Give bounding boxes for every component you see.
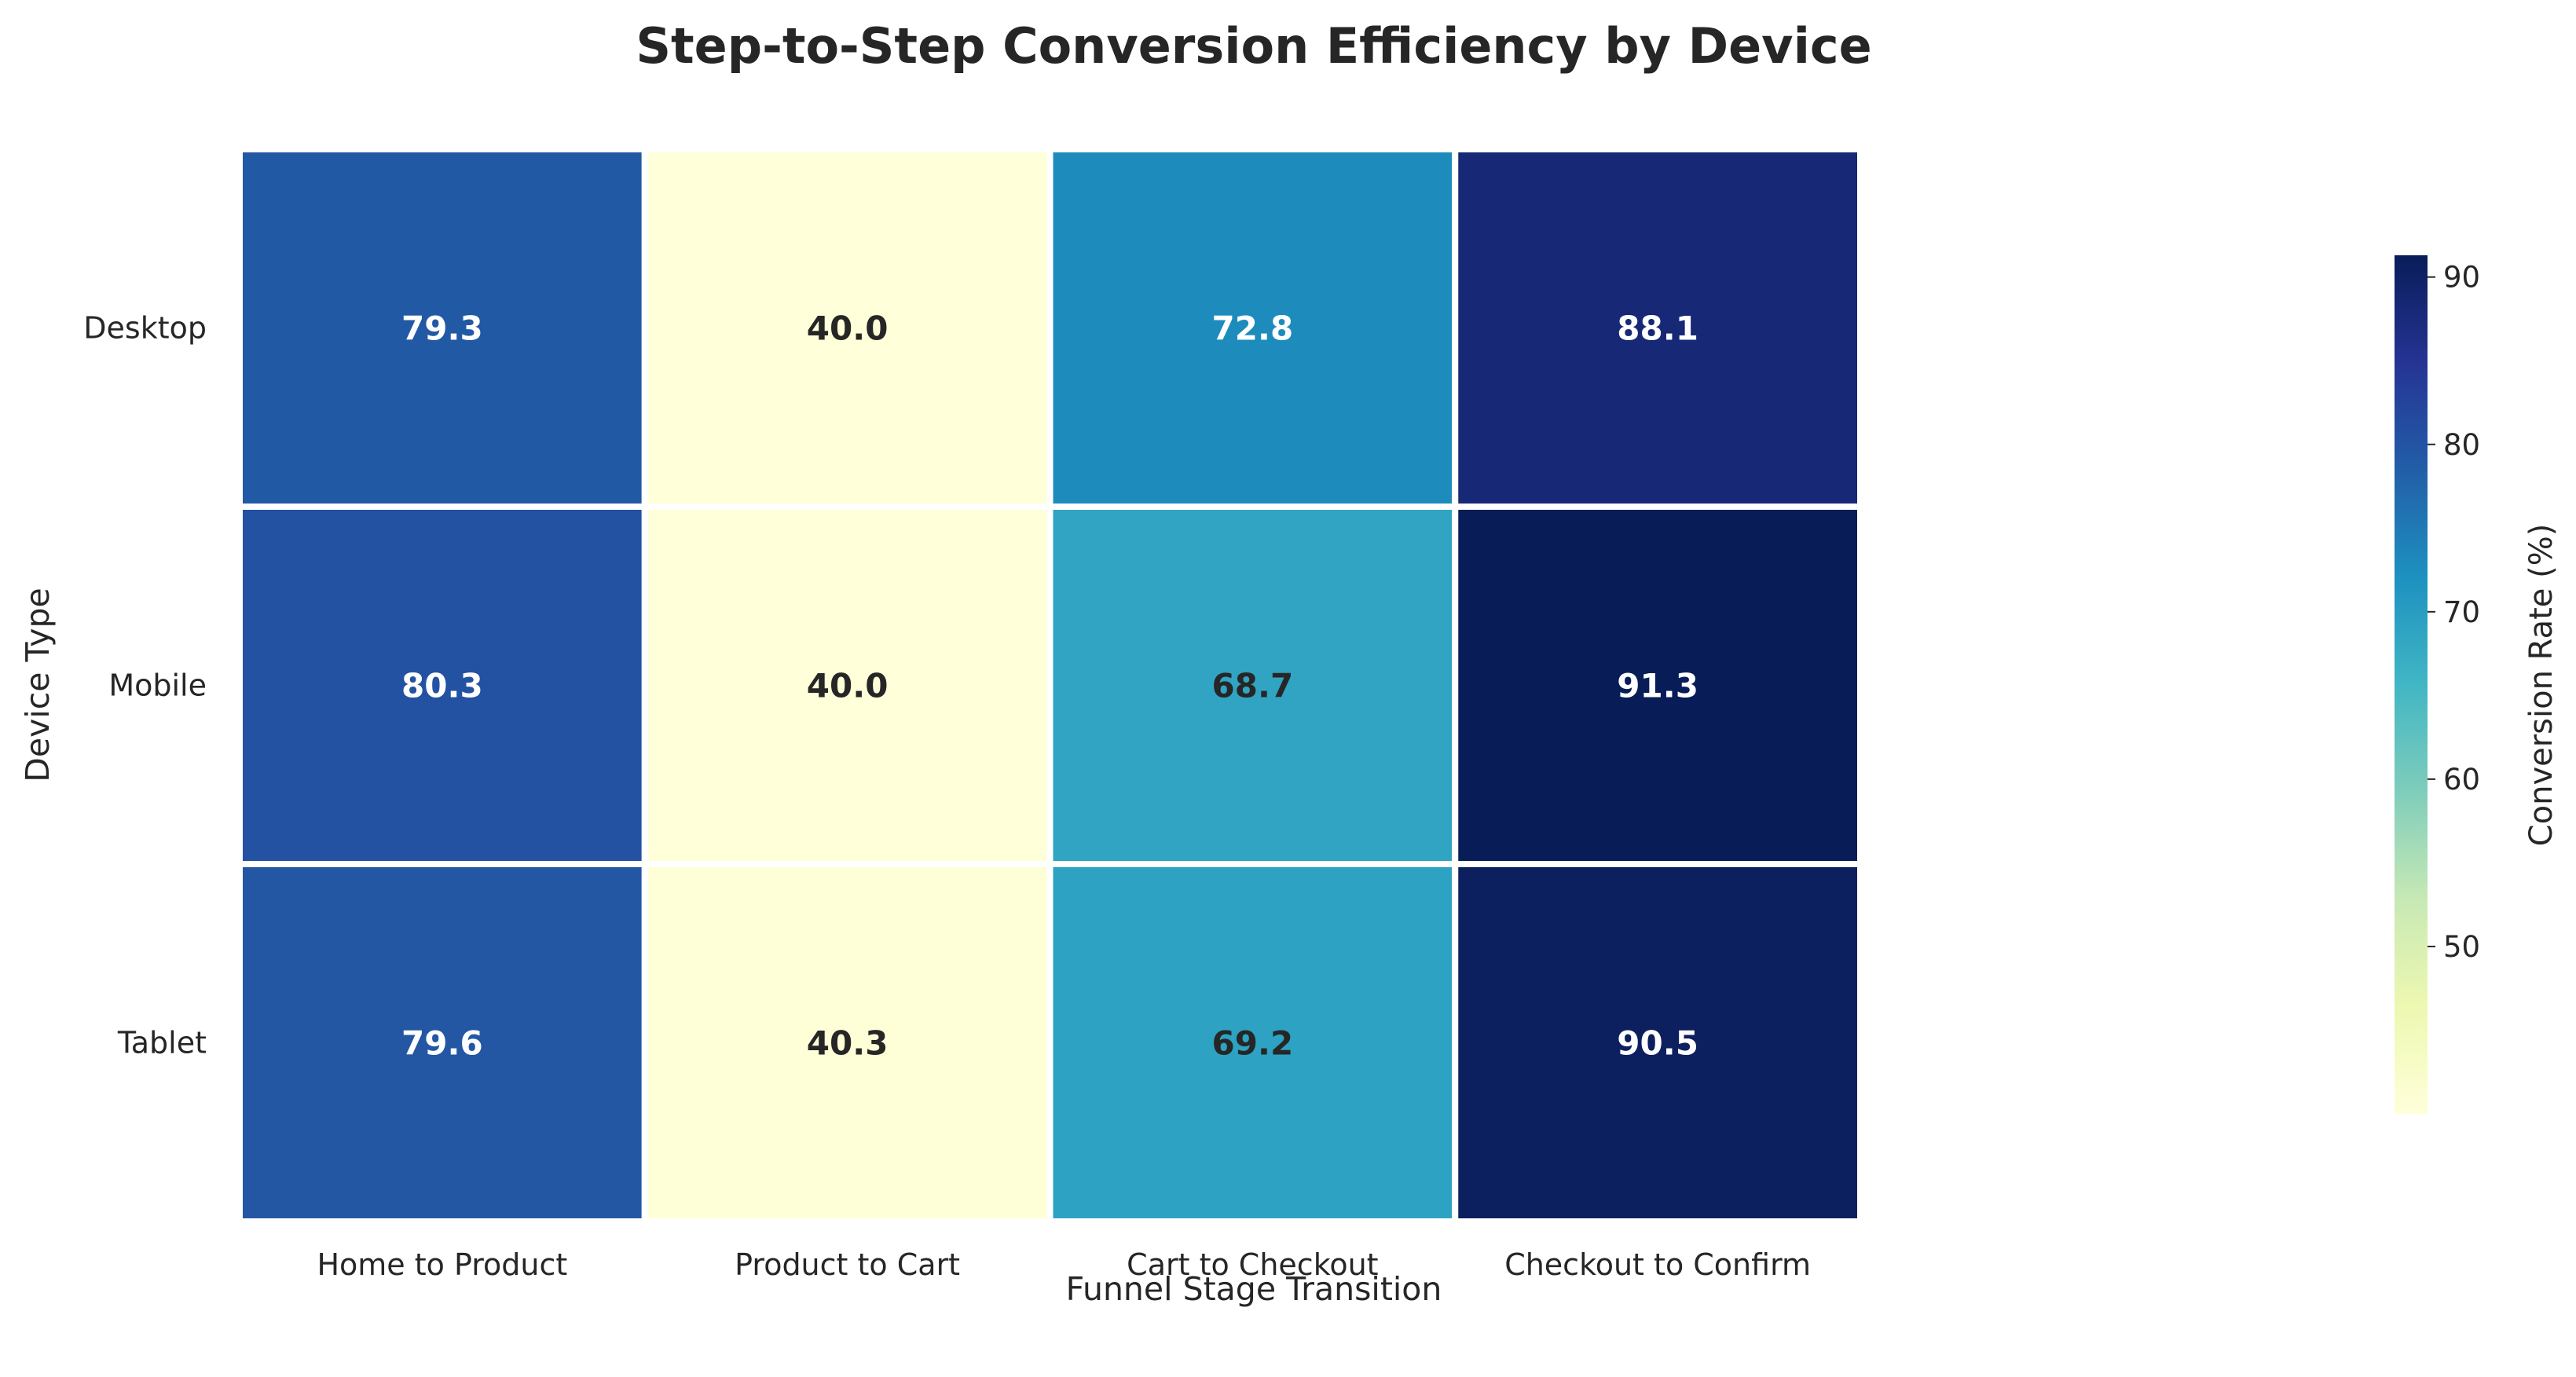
cell-value-label: 69.2 <box>1212 1024 1294 1063</box>
colorbar-tick-label: 70 <box>2443 595 2480 629</box>
heatmap-cell <box>1452 146 1863 510</box>
heatmap-cell <box>1046 146 1459 510</box>
colorbar-ticks: 50 60 70 80 90 <box>2428 261 2480 964</box>
y-axis-tick-labels: Desktop Mobile Tablet <box>83 311 207 1060</box>
cell-value-label: 91.3 <box>1617 667 1698 705</box>
x-tick-label: Cart to Checkout <box>1127 1247 1378 1282</box>
cell-value-label: 40.0 <box>807 309 889 348</box>
heatmap-cell <box>1452 861 1863 1225</box>
y-tick-label: Tablet <box>117 1026 207 1060</box>
heatmap-cells <box>236 146 1863 1225</box>
heatmap-cell <box>641 146 1053 510</box>
heatmap-cell <box>236 861 648 1225</box>
colorbar-tick-label: 60 <box>2443 763 2480 797</box>
colorbar: 50 60 70 80 90 Conversion Rate (%) <box>2395 255 2560 1114</box>
cell-value-label: 90.5 <box>1617 1024 1698 1063</box>
colorbar-gradient <box>2395 255 2428 1114</box>
cell-value-label: 80.3 <box>401 667 483 705</box>
heatmap-cell <box>641 504 1053 867</box>
x-axis-label: Funnel Stage Transition <box>1066 1270 1442 1308</box>
cell-value-label: 68.7 <box>1212 667 1294 705</box>
cell-value-label: 88.1 <box>1617 309 1698 348</box>
colorbar-tick-label: 90 <box>2443 261 2480 295</box>
colorbar-tick-label: 80 <box>2443 428 2480 462</box>
colorbar-tick-label: 50 <box>2443 930 2480 964</box>
heatmap-cell <box>641 861 1053 1225</box>
y-tick-label: Mobile <box>108 668 207 703</box>
cell-value-label: 40.0 <box>807 667 889 705</box>
x-axis-tick-labels: Home to Product Product to Cart Cart to Ch… <box>317 1247 1811 1282</box>
cell-value-label: 40.3 <box>807 1024 889 1063</box>
cell-value-label: 79.6 <box>401 1024 483 1063</box>
x-tick-label: Product to Cart <box>735 1247 960 1282</box>
x-tick-label: Home to Product <box>317 1247 567 1282</box>
cell-value-label: 72.8 <box>1212 309 1294 348</box>
chart-title: Step-to-Step Conversion Efficiency by De… <box>636 17 1871 75</box>
heatmap-cell <box>236 146 648 510</box>
y-axis-label: Device Type <box>19 588 57 782</box>
heatmap-cell <box>1452 504 1863 867</box>
colorbar-label: Conversion Rate (%) <box>2523 524 2560 847</box>
heatmap-cell-labels: 79.3 40.0 72.8 88.1 80.3 40.0 68.7 91.3 79.6 40.3… <box>401 309 1698 1063</box>
cell-value-label: 79.3 <box>401 309 483 348</box>
x-tick-label: Checkout to Confirm <box>1504 1247 1811 1282</box>
y-tick-label: Desktop <box>83 311 207 346</box>
